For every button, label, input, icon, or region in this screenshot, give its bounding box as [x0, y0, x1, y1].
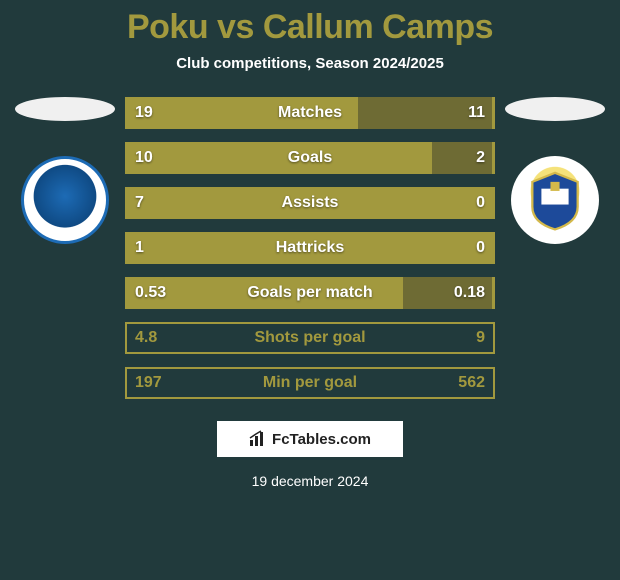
- stat-label: Matches: [125, 97, 495, 129]
- right-club-crest: [511, 156, 599, 244]
- stat-right-value: 0: [476, 232, 485, 264]
- stat-row: 7Assists0: [125, 187, 495, 219]
- left-player-column: [10, 97, 120, 244]
- stat-right-value: 11: [468, 97, 485, 129]
- footer-date: 19 december 2024: [0, 473, 620, 489]
- stat-label: Goals: [125, 142, 495, 174]
- stat-label: Hattricks: [125, 232, 495, 264]
- player-photo-placeholder: [505, 97, 605, 121]
- player-photo-placeholder: [15, 97, 115, 121]
- right-player-column: [500, 97, 610, 244]
- stat-label: Min per goal: [125, 367, 495, 399]
- stat-row: 197Min per goal562: [125, 367, 495, 399]
- stat-right-value: 9: [476, 322, 485, 354]
- stat-row: 1Hattricks0: [125, 232, 495, 264]
- stat-row: 0.53Goals per match0.18: [125, 277, 495, 309]
- comparison-panel: 19Matches1110Goals27Assists01Hattricks00…: [0, 97, 620, 399]
- stat-label: Shots per goal: [125, 322, 495, 354]
- footer-brand-text: FcTables.com: [272, 431, 371, 448]
- footer-brand-badge[interactable]: FcTables.com: [217, 421, 403, 457]
- chart-icon: [249, 430, 267, 448]
- left-club-crest: [21, 156, 109, 244]
- stat-bars: 19Matches1110Goals27Assists01Hattricks00…: [125, 97, 495, 399]
- stat-right-value: 2: [476, 142, 485, 174]
- stat-label: Assists: [125, 187, 495, 219]
- stat-row: 19Matches11: [125, 97, 495, 129]
- page-title: Poku vs Callum Camps: [0, 0, 620, 47]
- stat-right-value: 0.18: [454, 277, 485, 309]
- page-subtitle: Club competitions, Season 2024/2025: [0, 55, 620, 72]
- stat-right-value: 562: [458, 367, 485, 399]
- stat-right-value: 0: [476, 187, 485, 219]
- stat-row: 4.8Shots per goal9: [125, 322, 495, 354]
- stat-label: Goals per match: [125, 277, 495, 309]
- stat-row: 10Goals2: [125, 142, 495, 174]
